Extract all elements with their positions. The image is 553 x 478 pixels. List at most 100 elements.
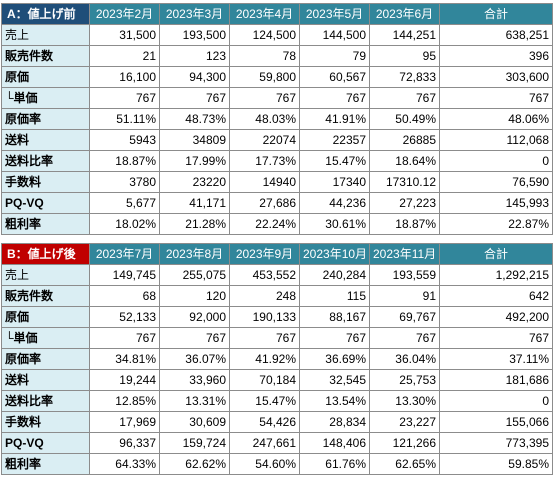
table-b-cell[interactable]: 767	[439, 327, 553, 349]
table-b-cell[interactable]: 91	[369, 285, 440, 307]
table-b-cell[interactable]: 32,545	[299, 369, 370, 391]
table-b-cell[interactable]: 12.85%	[89, 390, 160, 412]
table-b-cell[interactable]: 54,426	[229, 411, 300, 433]
table-a-cell[interactable]: 22074	[229, 129, 300, 151]
table-b-column-header[interactable]: 2023年10月	[299, 243, 370, 265]
table-b-cell[interactable]: 68	[89, 285, 160, 307]
table-b-cell[interactable]: 767	[299, 327, 370, 349]
table-a-cell[interactable]: 60,567	[299, 66, 370, 88]
table-a-cell[interactable]: 21.28%	[159, 213, 230, 235]
table-a-cell[interactable]: 17340	[299, 171, 370, 193]
table-a-cell[interactable]: 767	[299, 87, 370, 109]
table-a-cell[interactable]: 18.87%	[369, 213, 440, 235]
table-b-cell[interactable]: 121,266	[369, 432, 440, 454]
table-b-row-label[interactable]: 売上	[1, 264, 90, 286]
table-a-cell[interactable]: 27,686	[229, 192, 300, 214]
table-a-column-header[interactable]: 2023年6月	[369, 3, 440, 25]
table-b-cell[interactable]: 773,395	[439, 432, 553, 454]
table-b-cell[interactable]: 247,661	[229, 432, 300, 454]
table-a-cell[interactable]: 638,251	[439, 24, 553, 46]
table-b-row-label[interactable]: 原価率	[1, 348, 90, 370]
table-a-cell[interactable]: 22.87%	[439, 213, 553, 235]
table-a-row-label[interactable]: PQ-VQ	[1, 192, 90, 214]
table-a-cell[interactable]: 303,600	[439, 66, 553, 88]
table-b-cell[interactable]: 240,284	[299, 264, 370, 286]
table-b-cell[interactable]: 37.11%	[439, 348, 553, 370]
table-b-cell[interactable]: 28,834	[299, 411, 370, 433]
table-a-row-label[interactable]: 手数料	[1, 171, 90, 193]
table-b-cell[interactable]: 41.92%	[229, 348, 300, 370]
table-a-cell[interactable]: 72,833	[369, 66, 440, 88]
table-a-cell[interactable]: 78	[229, 45, 300, 67]
table-a-cell[interactable]: 767	[229, 87, 300, 109]
table-a-cell[interactable]: 193,500	[159, 24, 230, 46]
table-a-cell[interactable]: 17.73%	[229, 150, 300, 172]
table-a-column-header[interactable]: 2023年4月	[229, 3, 300, 25]
table-a-row-label[interactable]: 原価率	[1, 108, 90, 130]
table-a-cell[interactable]: 767	[159, 87, 230, 109]
table-b-column-header[interactable]: 合計	[439, 243, 553, 265]
table-b-cell[interactable]: 61.76%	[299, 453, 370, 475]
table-a-row-label[interactable]: 売上	[1, 24, 90, 46]
table-b-column-header[interactable]: 2023年8月	[159, 243, 230, 265]
table-a-cell[interactable]: 767	[89, 87, 160, 109]
table-a-cell[interactable]: 59,800	[229, 66, 300, 88]
table-b-row-label[interactable]: PQ-VQ	[1, 432, 90, 454]
table-b-cell[interactable]: 96,337	[89, 432, 160, 454]
table-a-cell[interactable]: 76,590	[439, 171, 553, 193]
table-b-cell[interactable]: 69,767	[369, 306, 440, 328]
table-b-cell[interactable]: 36.07%	[159, 348, 230, 370]
table-b-cell[interactable]: 62.62%	[159, 453, 230, 475]
table-a-cell[interactable]: 5,677	[89, 192, 160, 214]
table-a-cell[interactable]: 17.99%	[159, 150, 230, 172]
table-a-cell[interactable]: 79	[299, 45, 370, 67]
table-b-column-header[interactable]: 2023年9月	[229, 243, 300, 265]
table-b-cell[interactable]: 13.30%	[369, 390, 440, 412]
table-b-cell[interactable]: 767	[229, 327, 300, 349]
table-b-cell[interactable]: 1,292,215	[439, 264, 553, 286]
table-b-row-label[interactable]: 原価	[1, 306, 90, 328]
table-a-cell[interactable]: 17310.12	[369, 171, 440, 193]
table-a-cell[interactable]: 767	[369, 87, 440, 109]
table-a-cell[interactable]: 396	[439, 45, 553, 67]
table-b-cell[interactable]: 15.47%	[229, 390, 300, 412]
table-b-cell[interactable]: 767	[159, 327, 230, 349]
table-a-cell[interactable]: 41.91%	[299, 108, 370, 130]
table-a-row-label[interactable]: 原価	[1, 66, 90, 88]
table-b-column-header[interactable]: 2023年7月	[89, 243, 160, 265]
table-a-cell[interactable]: 26885	[369, 129, 440, 151]
table-b-cell[interactable]: 17,969	[89, 411, 160, 433]
table-a-cell[interactable]: 51.11%	[89, 108, 160, 130]
table-a-cell[interactable]: 48.06%	[439, 108, 553, 130]
table-b-cell[interactable]: 30,609	[159, 411, 230, 433]
table-b-cell[interactable]: 13.31%	[159, 390, 230, 412]
table-a-cell[interactable]: 48.03%	[229, 108, 300, 130]
table-a-cell[interactable]: 123	[159, 45, 230, 67]
table-a-cell[interactable]: 144,500	[299, 24, 370, 46]
table-b-cell[interactable]: 59.85%	[439, 453, 553, 475]
table-a-cell[interactable]: 44,236	[299, 192, 370, 214]
table-a-column-header[interactable]: 2023年2月	[89, 3, 160, 25]
table-a-corner-title[interactable]: A：値上げ前	[1, 3, 90, 25]
table-a-cell[interactable]: 145,993	[439, 192, 553, 214]
table-b-row-label[interactable]: 販売件数	[1, 285, 90, 307]
table-a-cell[interactable]: 50.49%	[369, 108, 440, 130]
table-b-row-label[interactable]: 送料	[1, 369, 90, 391]
table-b-cell[interactable]: 190,133	[229, 306, 300, 328]
table-b-cell[interactable]: 0	[439, 390, 553, 412]
table-a-cell[interactable]: 21	[89, 45, 160, 67]
table-b-cell[interactable]: 159,724	[159, 432, 230, 454]
table-b-cell[interactable]: 148,406	[299, 432, 370, 454]
table-b-cell[interactable]: 181,686	[439, 369, 553, 391]
table-b-cell[interactable]: 88,167	[299, 306, 370, 328]
table-b-cell[interactable]: 36.69%	[299, 348, 370, 370]
table-b-cell[interactable]: 642	[439, 285, 553, 307]
table-a-column-header[interactable]: 2023年5月	[299, 3, 370, 25]
table-a-cell[interactable]: 31,500	[89, 24, 160, 46]
table-b-cell[interactable]: 248	[229, 285, 300, 307]
table-a-cell[interactable]: 27,223	[369, 192, 440, 214]
table-a-cell[interactable]: 144,251	[369, 24, 440, 46]
table-a-cell[interactable]: 0	[439, 150, 553, 172]
table-b-column-header[interactable]: 2023年11月	[369, 243, 440, 265]
table-a-cell[interactable]: 112,068	[439, 129, 553, 151]
